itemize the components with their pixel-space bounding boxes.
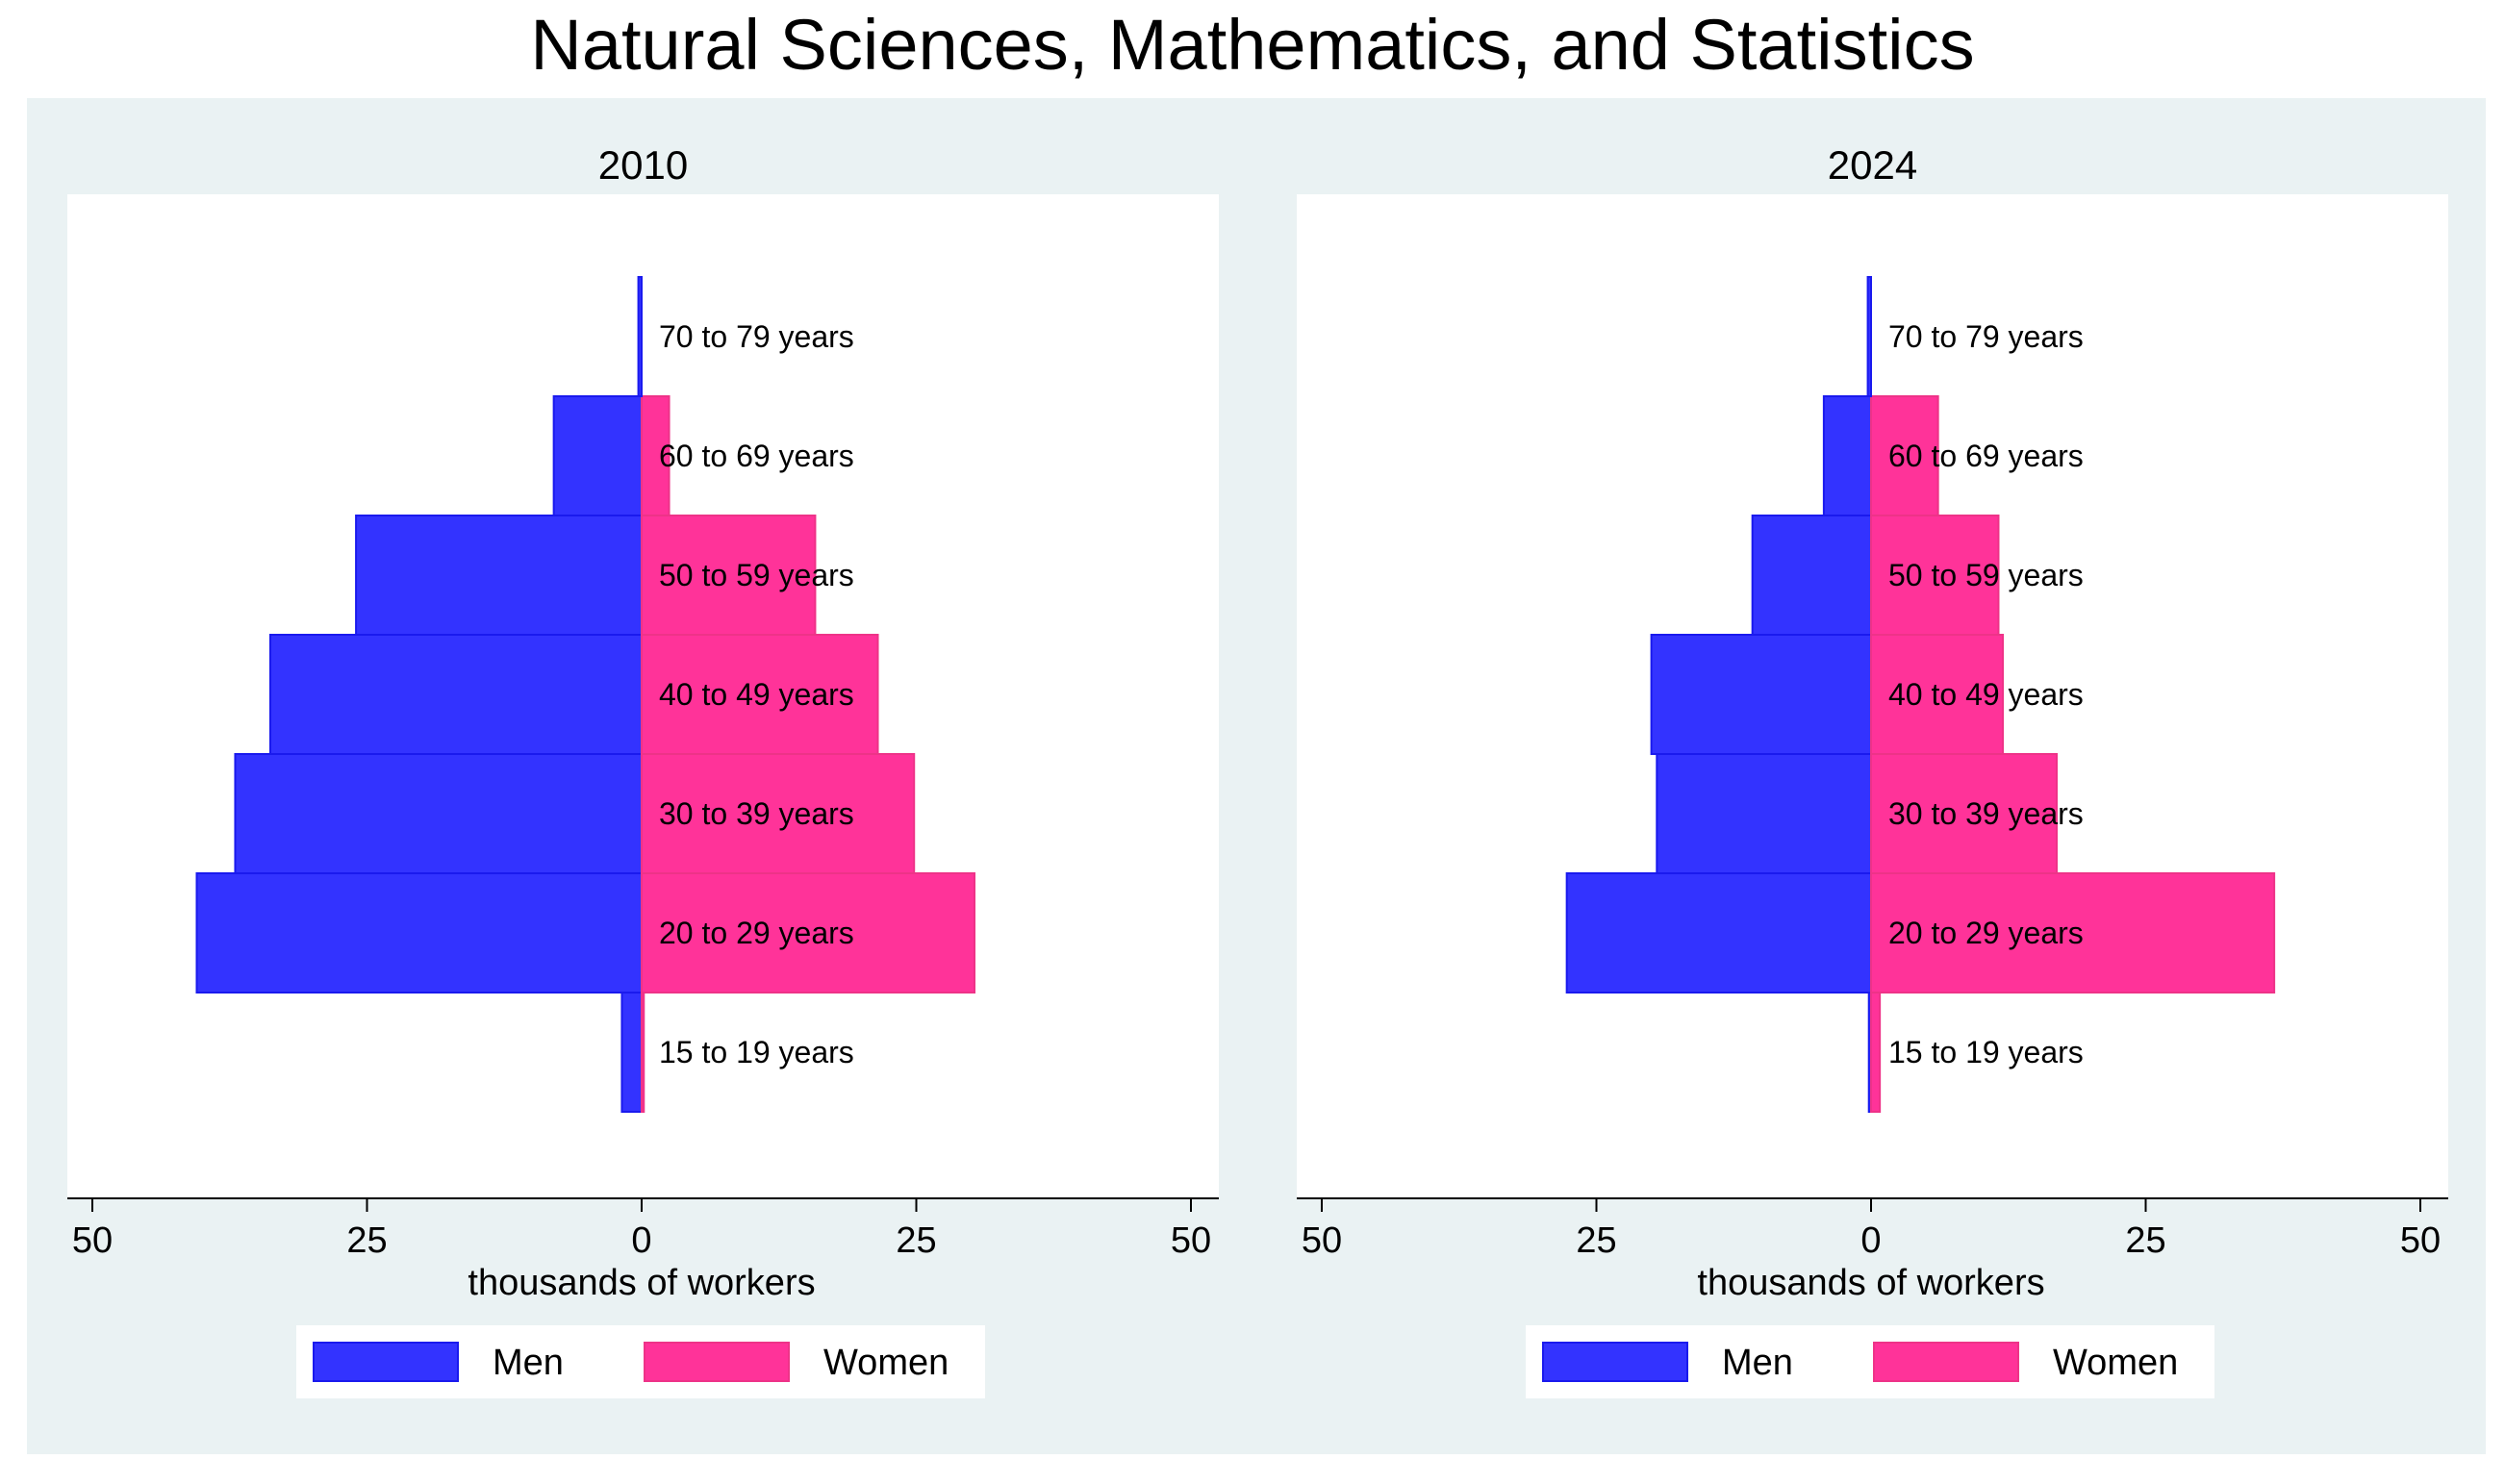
legend: Men Women <box>296 1325 985 1398</box>
bar-men-30-to-39-years <box>234 753 644 874</box>
bar-men-60-to-69-years <box>552 395 644 516</box>
x-tick-label: 25 <box>346 1220 387 1261</box>
category-label: 40 to 49 years <box>1888 677 2084 712</box>
legend-swatch-women <box>644 1342 790 1382</box>
bar-women-60-to-69-years <box>641 395 671 516</box>
x-tick-label: 0 <box>1860 1220 1881 1261</box>
figure-title: Natural Sciences, Mathematics, and Stati… <box>530 5 1974 85</box>
bar-men-30-to-39-years <box>1656 753 1873 874</box>
category-label: 50 to 59 years <box>1888 558 2084 592</box>
category-label: 20 to 29 years <box>659 916 854 950</box>
x-tick-label: 50 <box>2400 1220 2441 1261</box>
category-label: 15 to 19 years <box>1888 1035 2084 1069</box>
bar-men-70-to-79-years <box>637 276 643 397</box>
x-axis-label: thousands of workers <box>468 1263 815 1303</box>
bar-men-20-to-29-years <box>195 872 644 994</box>
bar-men-20-to-29-years <box>1565 872 1873 994</box>
bar-men-60-to-69-years <box>1822 395 1873 516</box>
legend-label-women: Women <box>2053 1343 2178 1383</box>
category-label: 60 to 69 years <box>1888 439 2084 473</box>
bar-women-15-to-19-years <box>641 992 645 1113</box>
bar-men-70-to-79-years <box>1866 276 1872 397</box>
category-label: 60 to 69 years <box>659 439 854 473</box>
bar-women-40-to-49-years <box>641 634 879 755</box>
legend-swatch-men <box>1542 1342 1688 1382</box>
bar-women-60-to-69-years <box>1870 395 1939 516</box>
bar-women-50-to-59-years <box>1870 515 2000 636</box>
bar-women-20-to-29-years <box>1870 872 2276 994</box>
bar-women-30-to-39-years <box>1870 753 2058 874</box>
x-tick-label: 0 <box>631 1220 651 1261</box>
category-label: 30 to 39 years <box>659 796 854 831</box>
x-axis-label: thousands of workers <box>1697 1263 2044 1303</box>
bar-women-15-to-19-years <box>1870 992 1882 1113</box>
x-tick-label: 25 <box>1576 1220 1616 1261</box>
panel-title: 2024 <box>1828 142 1917 188</box>
category-label: 50 to 59 years <box>659 558 854 592</box>
panels: 2010 15 to 19 years 20 to 29 years 30 to 39… <box>67 142 2448 1398</box>
category-label: 30 to 39 years <box>1888 796 2084 831</box>
category-label: 70 to 79 years <box>1888 319 2084 354</box>
panel-title: 2010 <box>598 142 688 188</box>
category-label: 15 to 19 years <box>659 1035 854 1069</box>
bar-men-40-to-49-years <box>269 634 643 755</box>
category-label: 70 to 79 years <box>659 319 854 354</box>
legend-label-men: Men <box>493 1343 564 1383</box>
x-tick-label: 50 <box>72 1220 113 1261</box>
panel-2010: 2010 15 to 19 years 20 to 29 years 30 to 39… <box>67 142 1219 1398</box>
bar-men-40-to-49-years <box>1650 634 1872 755</box>
panel-2024: 2024 15 to 19 years 20 to 29 years 30 to 39… <box>1297 142 2448 1398</box>
x-tick-label: 50 <box>1171 1220 1211 1261</box>
bar-women-50-to-59-years <box>641 515 817 636</box>
x-tick-label: 25 <box>896 1220 936 1261</box>
bar-men-50-to-59-years <box>355 515 643 636</box>
x-tick-label: 50 <box>1302 1220 1342 1261</box>
legend-label-women: Women <box>823 1343 949 1383</box>
bar-men-50-to-59-years <box>1751 515 1872 636</box>
legend: Men Women <box>1526 1325 2214 1398</box>
category-label: 40 to 49 years <box>659 677 854 712</box>
bar-women-40-to-49-years <box>1870 634 2005 755</box>
legend-swatch-women <box>1873 1342 2019 1382</box>
category-label: 20 to 29 years <box>1888 916 2084 950</box>
legend-swatch-men <box>313 1342 459 1382</box>
legend-label-men: Men <box>1722 1343 1793 1383</box>
x-tick-label: 25 <box>2125 1220 2165 1261</box>
bar-men-15-to-19-years <box>620 992 643 1113</box>
bar-women-20-to-29-years <box>641 872 976 994</box>
